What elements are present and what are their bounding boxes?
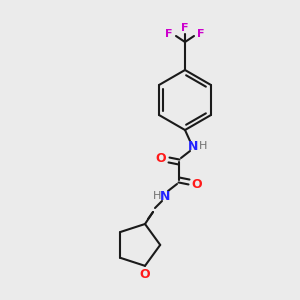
Text: N: N xyxy=(160,190,170,202)
Text: F: F xyxy=(165,29,173,39)
Text: H: H xyxy=(153,191,161,201)
Text: H: H xyxy=(199,141,207,151)
Text: N: N xyxy=(188,140,198,152)
Text: O: O xyxy=(156,152,166,164)
Text: O: O xyxy=(192,178,202,190)
Text: F: F xyxy=(181,23,189,33)
Text: O: O xyxy=(140,268,150,281)
Text: F: F xyxy=(197,29,205,39)
